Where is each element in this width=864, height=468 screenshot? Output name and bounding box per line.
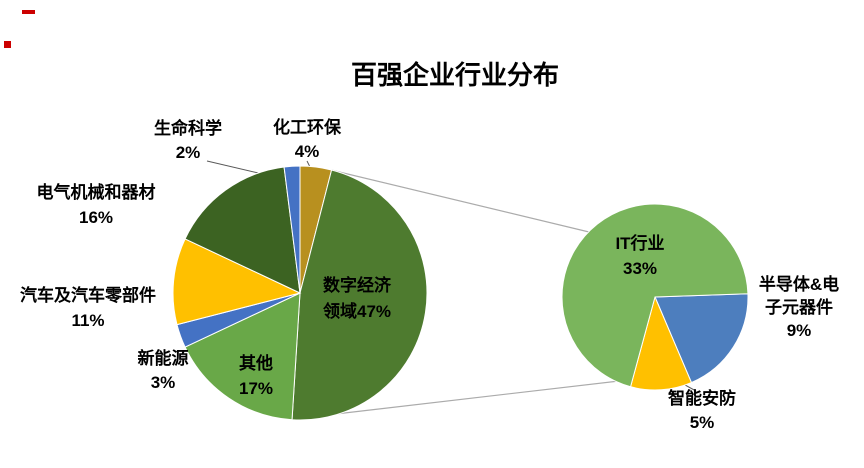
red-mark-1-artifact <box>22 10 35 14</box>
connector-bottom-line <box>292 380 620 420</box>
chart-label-auto-parts: 汽车及汽车零部件 11% <box>20 285 156 330</box>
slices-layer <box>172 165 749 421</box>
chart-label-chemical: 化工环保 4% <box>273 117 342 161</box>
labels-layer: 生命科学 2% 化工环保 4% 电气机械和器材 16% 汽车及汽车零部件 11% 新能源 3% 其他… <box>20 117 839 432</box>
chart-label-life-science: 生命科学 2% <box>154 118 222 162</box>
pie-slice-other <box>184 292 301 421</box>
chart-title: 百强企业行业分布 <box>351 60 559 90</box>
pie-slice-life-science <box>283 165 301 294</box>
chart-label-it-industry: IT行业 33% <box>615 233 664 278</box>
chart-label-other: 其他 17% <box>239 353 273 398</box>
pie-slice-digital-economy <box>291 169 428 421</box>
chart-label-digital-economy: 数字经济领域47% <box>323 275 392 321</box>
connector-top-line <box>330 169 590 233</box>
pie-slice-semiconductor <box>654 293 749 384</box>
red-mark-2-artifact <box>4 41 11 48</box>
pie-slice-it-industry <box>561 203 749 388</box>
chart-label-smart-security: 智能安防 5% <box>668 388 736 432</box>
chart-label-new-energy: 新能源 3% <box>138 348 189 392</box>
pie-slice-auto-parts <box>172 238 302 326</box>
chart-label-semiconductor: 半导体&电子元器件 9% <box>759 274 839 340</box>
decorations-layer <box>4 10 35 48</box>
chart-label-electrical: 电气机械和器材 16% <box>37 182 156 227</box>
pie-slice-electrical-machinery <box>184 166 301 294</box>
